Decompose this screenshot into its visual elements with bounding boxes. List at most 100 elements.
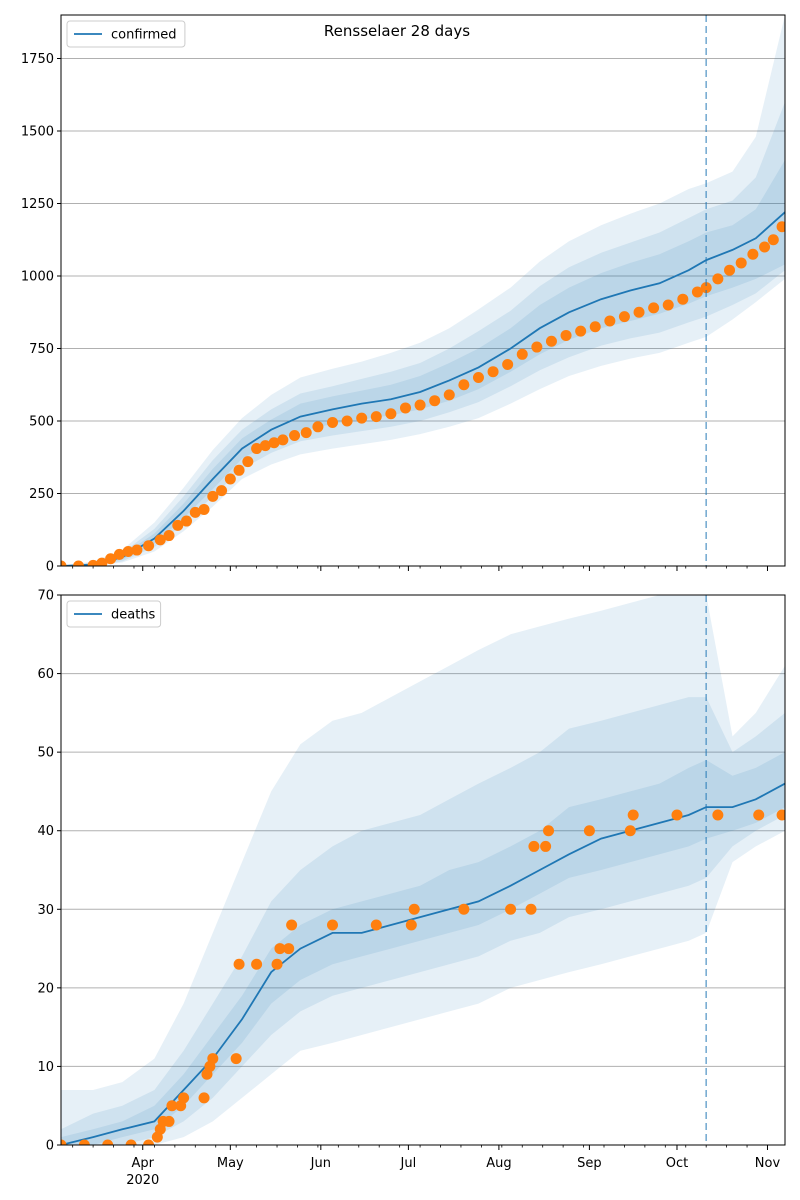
legend-label: confirmed (111, 28, 177, 43)
observed-point (575, 325, 587, 337)
observed-point (528, 840, 540, 852)
y-tick-label: 40 (37, 824, 54, 839)
observed-point (283, 943, 295, 955)
observed-point (472, 372, 484, 383)
y-tick-label: 1250 (21, 197, 54, 212)
deaths-panel: 0 10 20 30 40 50 60 70 Apr 2020 May Jun Jul Aug Sep Oct… (37, 589, 786, 1188)
observed-point (181, 515, 193, 527)
observed-point (286, 919, 298, 931)
observed-point (487, 366, 499, 378)
observed-point (767, 234, 779, 246)
observed-point (531, 341, 543, 353)
observed-point (458, 379, 470, 391)
observed-point (73, 560, 85, 566)
observed-point (87, 559, 99, 566)
observed-point (172, 519, 184, 531)
observed-point (525, 903, 537, 915)
x-tick-label: Jul (400, 1156, 417, 1171)
observed-point (604, 315, 616, 327)
observed-point (753, 809, 765, 821)
y-tick-label: 30 (37, 903, 54, 918)
axes-frame (60, 594, 786, 1146)
y-tick-label: 250 (29, 487, 54, 502)
observed-point (224, 473, 236, 485)
observed-point (233, 464, 245, 476)
observed-point (271, 958, 283, 970)
x-tick-label: Oct (666, 1156, 688, 1171)
observed-point (96, 557, 108, 566)
interval-band-50 (61, 752, 785, 1145)
axes-frame (60, 14, 786, 567)
observed-point (405, 919, 417, 931)
y-tick-label: 50 (37, 746, 54, 761)
observed-point (122, 546, 134, 557)
observed-point (505, 903, 517, 915)
interval-band-80 (61, 697, 785, 1145)
legend-box (66, 20, 186, 48)
observed-point (747, 248, 759, 260)
observed-point (516, 348, 528, 360)
y-tick-label: 0 (46, 560, 54, 575)
observed-point (543, 825, 555, 837)
observed-point (312, 421, 324, 433)
x-tick-label: Sep (577, 1156, 602, 1171)
observed-point (776, 809, 785, 821)
legend-box (66, 600, 162, 628)
observed-point (300, 427, 312, 439)
observed-point (125, 1139, 137, 1145)
observed-point (242, 456, 254, 468)
observed-point (230, 1053, 242, 1065)
interval-band-95 (61, 15, 785, 566)
observed-point (560, 329, 572, 341)
observed-point (341, 415, 353, 427)
y-tick-label: 20 (37, 981, 54, 996)
observed-point (356, 412, 368, 424)
observed-point (677, 293, 689, 305)
observed-point (259, 440, 271, 452)
observed-point (724, 264, 736, 276)
x-tick-label: Nov (755, 1156, 781, 1171)
observed-point (458, 903, 470, 915)
model-line (61, 211, 785, 566)
observed-point (327, 416, 338, 428)
y-tick-label: 750 (29, 342, 54, 357)
x-tick-label: Jun (310, 1156, 331, 1171)
y-tick-label: 10 (37, 1060, 54, 1075)
observed-point (289, 430, 301, 441)
observed-point (633, 306, 645, 318)
y-tick-label: 1750 (21, 52, 54, 67)
legend-label: deaths (111, 608, 156, 623)
observed-point (712, 809, 724, 821)
y-tick-label: 500 (29, 415, 54, 430)
observed-point (143, 1139, 155, 1145)
observed-point (589, 321, 601, 333)
observed-point (759, 241, 771, 253)
y-tick-label: 1000 (21, 270, 54, 285)
observed-point (671, 809, 683, 821)
observed-point (207, 490, 219, 502)
observed-point (274, 943, 286, 955)
observed-point (408, 903, 420, 915)
x-tick-sublabel: 2020 (126, 1173, 159, 1188)
figure-title: Rensselaer 28 days (324, 22, 470, 40)
observed-point (443, 389, 455, 401)
observed-point (662, 299, 674, 311)
observed-point (113, 548, 125, 560)
observed-point (154, 534, 166, 546)
plot-area (61, 595, 785, 1145)
y-tick-label: 70 (37, 589, 54, 604)
observed-point (198, 1092, 210, 1104)
observed-point (163, 530, 175, 542)
y-tick-label: 1500 (21, 125, 54, 140)
observed-point (624, 825, 636, 837)
observed-point (414, 399, 426, 411)
observed-point (189, 506, 201, 518)
observed-point (166, 1100, 178, 1112)
plot-area (61, 15, 785, 566)
observed-point (207, 1053, 219, 1065)
observed-point (399, 402, 411, 414)
observed-point (618, 311, 630, 323)
x-tick-label: Aug (486, 1156, 511, 1171)
observed-point (776, 221, 785, 233)
